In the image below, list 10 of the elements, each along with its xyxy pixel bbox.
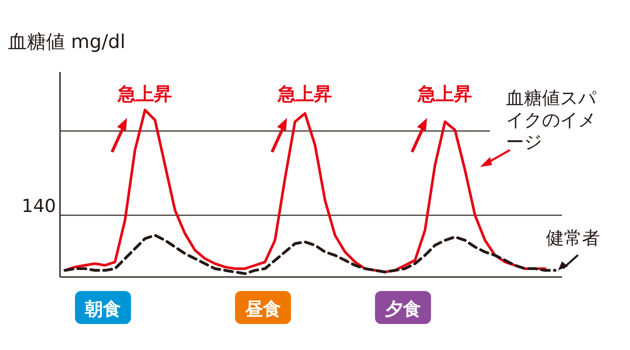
- text: 昼食: [244, 299, 281, 320]
- text: 血糖値スパイクのイメージ: [506, 88, 598, 154]
- text: 夕食: [384, 299, 421, 320]
- text: 急上昇: [417, 84, 472, 105]
- text: 140: [22, 196, 56, 218]
- text: 急上昇: [117, 84, 172, 105]
- y-axis-title: 血糖値 mg/dl: [8, 31, 126, 53]
- text: 急上昇: [277, 84, 332, 105]
- series-label: 健常者: [546, 228, 600, 249]
- text: 朝食: [84, 299, 121, 320]
